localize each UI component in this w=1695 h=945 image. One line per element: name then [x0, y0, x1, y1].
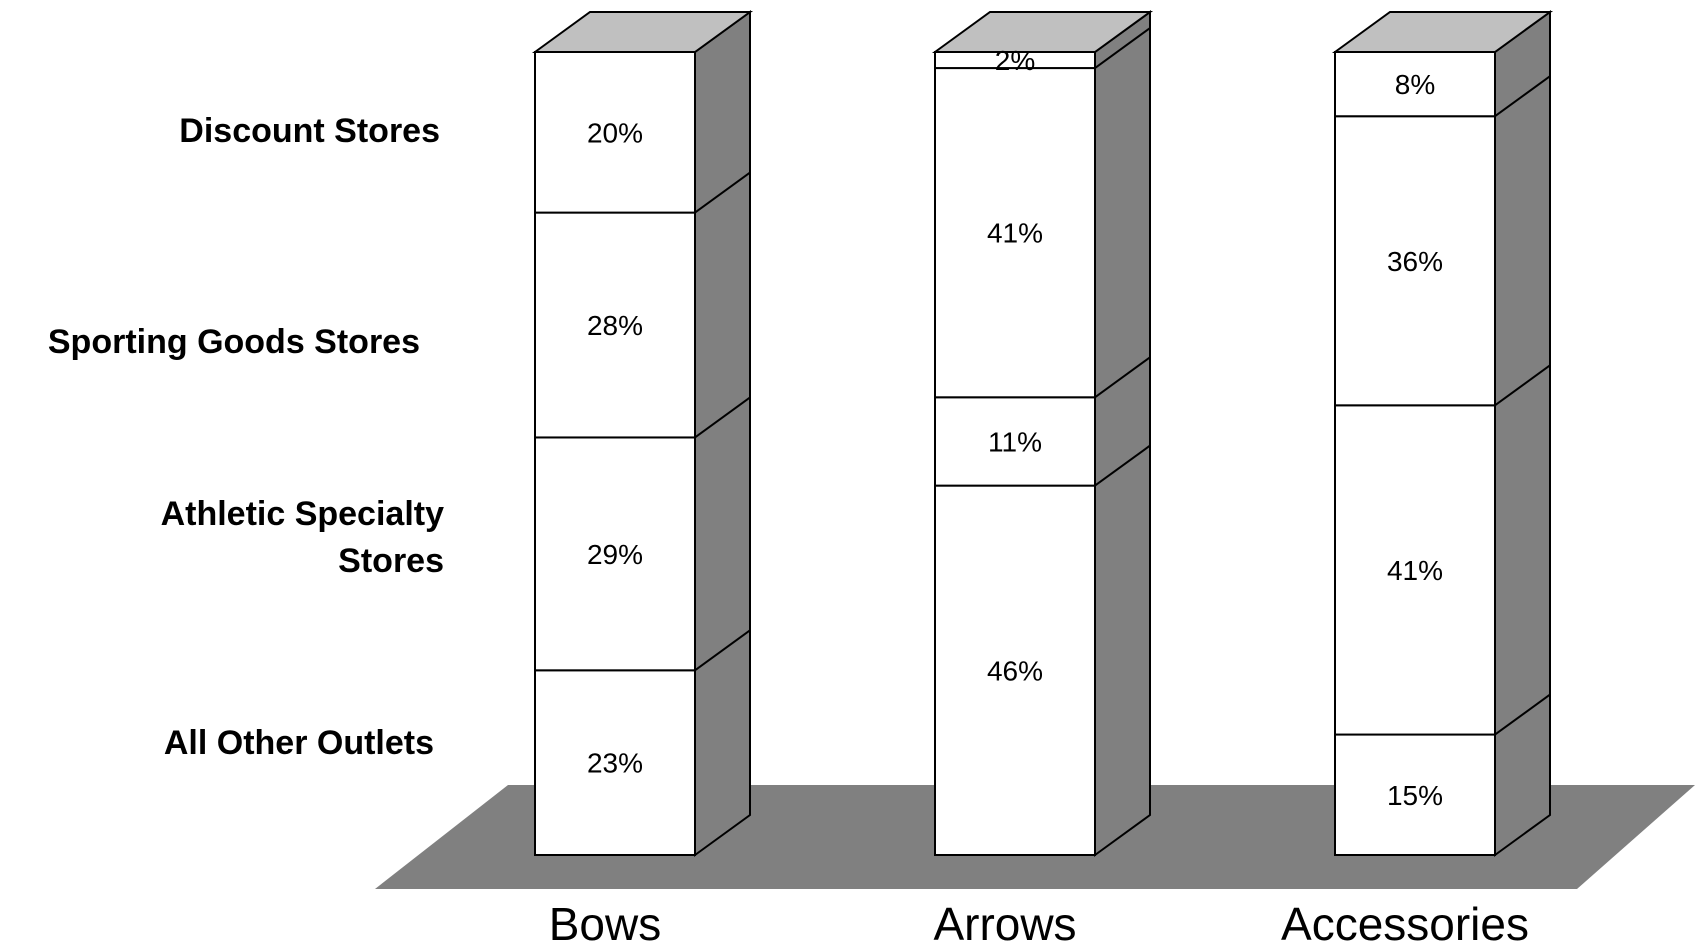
segment-divider: [694, 171, 751, 214]
segment-divider: [1094, 356, 1151, 399]
bar-side-face: [1094, 10, 1151, 857]
legend-entry-4: All Other Outlets: [164, 724, 434, 762]
segment-divider: [1494, 693, 1551, 736]
legend-label: All Other Outlets: [164, 724, 434, 762]
data-label-sporting-goods-stores: 41%: [987, 218, 1043, 249]
legend: Discount Stores Sporting Goods Stores Athl…: [48, 112, 444, 762]
bar-bows: 23% 29% 28% 20%: [531, 10, 754, 857]
category-label-arrows: Arrows: [933, 898, 1076, 945]
data-label-discount-stores: 2%: [995, 45, 1035, 76]
bars-group: 23% 29% 28% 20% 46% 11% 41% 2% 15% 41% 36% 8%: [531, 10, 1554, 857]
segment-divider: [694, 396, 751, 439]
bar-segment-all-other-outlets: [1334, 733, 1496, 856]
segment-divider: [1494, 75, 1551, 118]
legend-entry-2: Sporting Goods Stores: [48, 323, 420, 361]
data-label-athletic-specialty-stores: 11%: [988, 426, 1042, 457]
bar-segment-sporting-goods-stores: [1334, 115, 1496, 407]
bar-segment-sporting-goods-stores: [534, 211, 696, 439]
data-label-all-other-outlets: 15%: [1387, 780, 1443, 811]
data-label-athletic-specialty-stores: 41%: [1387, 555, 1443, 586]
bar-segment-all-other-outlets: [534, 669, 696, 856]
legend-label: Stores: [338, 542, 444, 580]
data-label-discount-stores: 20%: [587, 117, 643, 148]
bar-segment-discount-stores: [934, 51, 1096, 70]
data-label-all-other-outlets: 46%: [987, 655, 1043, 686]
data-label-athletic-specialty-stores: 29%: [587, 539, 643, 570]
bar-side-face: [694, 10, 751, 857]
legend-label: Discount Stores: [179, 112, 440, 150]
legend-entry-3: Athletic Specialty Stores: [161, 495, 445, 580]
bar-segment-discount-stores: [534, 51, 696, 214]
category-axis: Bows Arrows Accessories: [549, 898, 1529, 945]
data-label-sporting-goods-stores: 36%: [1387, 246, 1443, 277]
bar-segment-athletic-specialty-stores: [934, 396, 1096, 487]
bar-segment-athletic-specialty-stores: [1334, 404, 1496, 736]
bar-accessories: 15% 41% 36% 8%: [1331, 10, 1554, 857]
segment-divider: [1494, 364, 1551, 407]
category-label-bows: Bows: [549, 898, 661, 945]
segment-divider: [1094, 27, 1151, 69]
bar-segment-sporting-goods-stores: [934, 67, 1096, 399]
category-label-accessories: Accessories: [1281, 898, 1529, 945]
bar-arrows: 46% 11% 41% 2%: [931, 10, 1154, 857]
data-label-discount-stores: 8%: [1395, 69, 1435, 100]
data-label-sporting-goods-stores: 28%: [587, 310, 643, 341]
bar-segment-all-other-outlets: [934, 484, 1096, 856]
segment-divider: [1094, 444, 1151, 487]
segment-divider: [694, 629, 751, 672]
bar-segment-discount-stores: [1334, 51, 1496, 118]
legend-entry-1: Discount Stores: [179, 112, 440, 150]
legend-label: Athletic Specialty: [161, 495, 445, 533]
data-label-all-other-outlets: 23%: [587, 748, 643, 779]
legend-label: Sporting Goods Stores: [48, 323, 420, 361]
